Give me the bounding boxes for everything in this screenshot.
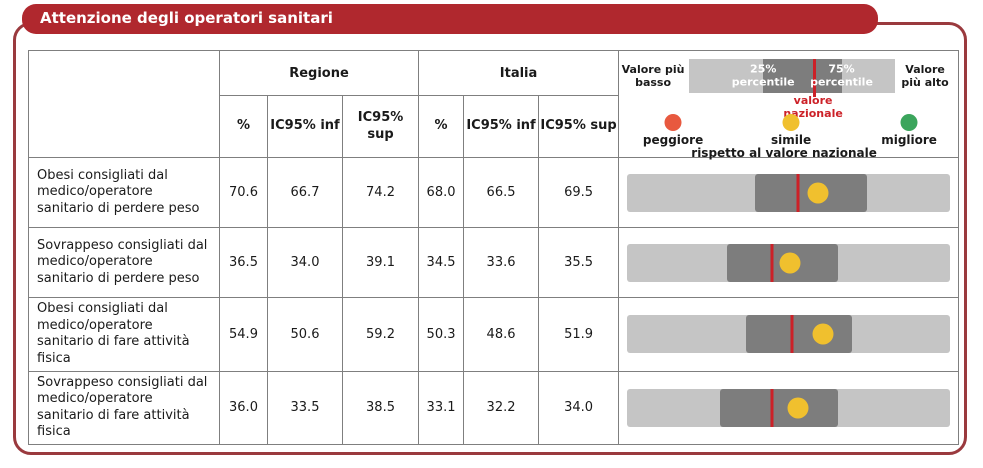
- regione-ic-inf-value: 66.7: [267, 157, 343, 228]
- table-row: Obesi consigliati dal medico/operatore s…: [28, 157, 960, 228]
- range-bar: [627, 388, 951, 427]
- legend-p25-label: 25% percentile: [731, 62, 795, 88]
- col-regione-ic-inf: IC95% inf: [267, 95, 343, 158]
- column-group-italia: Italia: [418, 50, 620, 96]
- italia-ic-sup-value: 69.5: [538, 157, 620, 228]
- panel-title: Attenzione degli operatori sanitari: [22, 4, 878, 34]
- regione-ic-sup-value: 38.5: [341, 370, 420, 445]
- region-value-dot: [807, 182, 829, 203]
- similar-dot-icon: [782, 114, 800, 131]
- col-regione-ic-sup: IC95% sup: [341, 95, 420, 158]
- legend-p75-label: 75% percentile: [810, 62, 873, 88]
- legend-lowest-label: Valore più basso: [621, 63, 685, 90]
- better-label: migliore: [881, 133, 937, 147]
- legend-compare-label: rispetto al valore nazionale: [691, 146, 877, 160]
- percentile-legend: Valore più basso 25% percentile 75% perc…: [619, 51, 958, 160]
- national-value-line: [770, 388, 774, 427]
- better-dot-icon: [900, 114, 918, 131]
- indicator-label: Sovrappeso consigliati dal medico/operat…: [28, 227, 220, 298]
- range-bar: [627, 243, 951, 282]
- indicator-label: Obesi consigliati dal medico/operatore s…: [28, 157, 220, 228]
- regione-pct-value: 70.6: [219, 157, 268, 228]
- national-value-line: [770, 243, 774, 282]
- regione-ic-inf-value: 50.6: [267, 297, 343, 372]
- italia-pct-value: 33.1: [418, 370, 465, 445]
- regione-ic-sup-value: 74.2: [341, 157, 420, 228]
- indicators-table: Regione Italia Valore più basso 25% perc…: [28, 50, 960, 445]
- corner-cell: [28, 50, 220, 158]
- italia-ic-inf-value: 66.5: [463, 157, 540, 228]
- col-italia-ic-sup: IC95% sup: [538, 95, 620, 158]
- regione-pct-value: 54.9: [219, 297, 268, 372]
- table-row: Sovrappeso consigliati dal medico/operat…: [28, 227, 960, 298]
- region-value-dot: [812, 323, 834, 345]
- region-value-dot: [787, 397, 809, 419]
- legend-iqr-band: [762, 59, 843, 93]
- table-row: Sovrappeso consigliati dal medico/operat…: [28, 370, 960, 445]
- italia-pct-value: 34.5: [418, 227, 465, 298]
- italia-ic-inf-value: 33.6: [463, 227, 540, 298]
- percentile-bar-cell: [618, 227, 960, 298]
- italia-pct-value: 68.0: [418, 157, 465, 228]
- italia-ic-sup-value: 51.9: [538, 297, 620, 372]
- region-value-dot: [779, 252, 801, 273]
- legend-highest-label: Valore più alto: [901, 63, 949, 90]
- col-regione-pct: %: [219, 95, 268, 158]
- col-italia-ic-inf: IC95% inf: [463, 95, 540, 158]
- range-bar: [627, 315, 951, 354]
- legend-national-label: valore nazionale: [783, 94, 843, 120]
- indicator-label: Sovrappeso consigliati dal medico/operat…: [28, 370, 220, 445]
- italia-ic-sup-value: 34.0: [538, 370, 620, 445]
- column-group-regione: Regione: [218, 50, 420, 96]
- italia-pct-value: 50.3: [418, 297, 465, 372]
- legend-national-line: [813, 59, 817, 97]
- regione-ic-sup-value: 59.2: [341, 297, 420, 372]
- percentile-bar-cell: [618, 157, 960, 228]
- iqr-band: [745, 315, 853, 354]
- legend-range-bar: 25% percentile 75% percentile: [689, 59, 896, 97]
- percentile-bar-cell: [618, 297, 960, 372]
- iqr-band: [720, 388, 838, 427]
- legend-cell: Valore più basso 25% percentile 75% perc…: [618, 50, 960, 160]
- regione-ic-sup-value: 39.1: [341, 227, 420, 298]
- italia-ic-sup-value: 35.5: [538, 227, 620, 298]
- regione-ic-inf-value: 33.5: [267, 370, 343, 445]
- regione-ic-inf-value: 34.0: [267, 227, 343, 298]
- percentile-bar-cell: [618, 370, 960, 445]
- similar-label: simile: [771, 133, 812, 147]
- worse-label: peggiore: [642, 133, 704, 147]
- worse-dot-icon: [664, 114, 682, 131]
- national-value-line: [796, 173, 800, 212]
- range-bar: [627, 173, 951, 212]
- col-italia-pct: %: [418, 95, 465, 158]
- italia-ic-inf-value: 32.2: [463, 370, 540, 445]
- national-value-line: [790, 315, 794, 354]
- italia-ic-inf-value: 48.6: [463, 297, 540, 372]
- indicator-label: Obesi consigliati dal medico/operatore s…: [28, 297, 220, 372]
- table-row: Obesi consigliati dal medico/operatore s…: [28, 297, 960, 372]
- regione-pct-value: 36.0: [219, 370, 268, 445]
- regione-pct-value: 36.5: [219, 227, 268, 298]
